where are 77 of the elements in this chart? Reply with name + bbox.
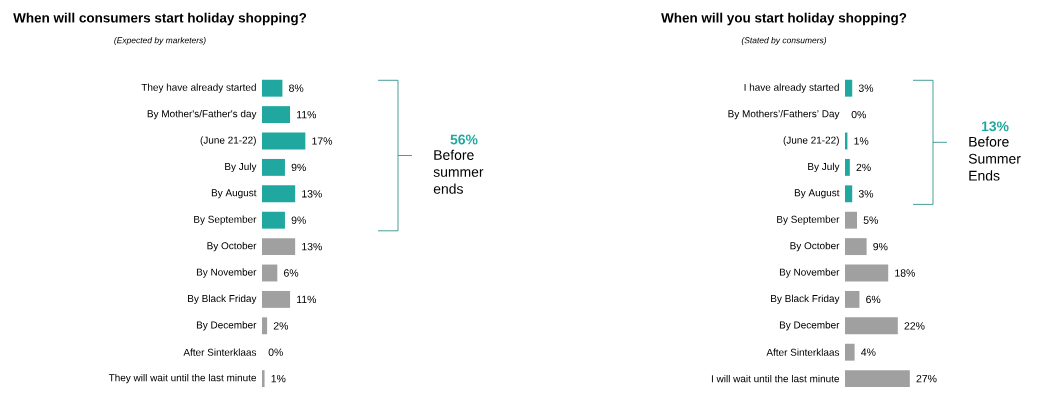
text: Before summer ends xyxy=(433,149,484,194)
y-tick-label: By August xyxy=(211,189,257,199)
bar xyxy=(262,79,283,97)
data-label: 3% xyxy=(858,190,874,198)
data-label: 11% xyxy=(297,110,317,119)
bar xyxy=(845,79,853,97)
y-tick-label: By October xyxy=(207,241,257,252)
y-tick-label: After Sinterklaas xyxy=(766,348,840,356)
y-tick-label: By September xyxy=(777,215,840,225)
y-tick-label: They will wait until the last minute xyxy=(108,373,257,384)
chart-subtitle: (Stated by consumers) xyxy=(741,37,827,45)
bar xyxy=(262,317,268,335)
data-label: 27% xyxy=(916,374,937,383)
y-tick-label: By August xyxy=(794,189,840,199)
bar xyxy=(262,106,291,124)
data-label: 3% xyxy=(858,84,874,92)
data-label: 18% xyxy=(895,269,915,277)
bar xyxy=(845,211,858,229)
data-label: 1% xyxy=(854,137,869,145)
bar xyxy=(845,370,910,388)
y-tick-label: After Sinterklaas xyxy=(183,348,257,356)
data-label: 9% xyxy=(291,163,306,172)
text: (Expected by marketers) xyxy=(114,37,206,45)
bar xyxy=(262,211,285,229)
data-label: 6% xyxy=(284,269,299,277)
data-label: 11% xyxy=(297,295,317,304)
y-tick-label: By Mothers’/Fathers’ Day xyxy=(728,109,840,120)
bar xyxy=(845,158,850,176)
data-label: 6% xyxy=(866,295,881,304)
data-label: 13% xyxy=(302,242,322,251)
data-label: 4% xyxy=(861,348,876,356)
data-label: 0% xyxy=(268,348,283,356)
data-label: 8% xyxy=(289,84,304,92)
bar xyxy=(262,185,296,203)
y-tick-label: By Black Friday xyxy=(771,294,840,305)
y-tick-label: By November xyxy=(779,268,840,278)
y-tick-label: (June 21-22) xyxy=(200,136,256,146)
data-label: 22% xyxy=(904,322,925,330)
text: 56% xyxy=(450,134,478,145)
bar xyxy=(845,238,867,256)
chart-title: When will you start holiday shopping? xyxy=(661,12,907,26)
y-tick-label: I will wait until the last minute xyxy=(711,374,840,383)
data-label: 1% xyxy=(271,374,286,383)
bar xyxy=(262,290,291,308)
y-tick-label: They have already started xyxy=(141,83,256,93)
bar xyxy=(262,370,265,388)
text: 13% xyxy=(981,121,1009,132)
bar xyxy=(262,264,278,282)
y-tick-label: By December xyxy=(779,321,840,331)
y-tick-label: By November xyxy=(196,268,257,278)
bar xyxy=(262,238,296,256)
bar xyxy=(845,185,853,203)
y-tick-label: By Mother's/Father's day xyxy=(147,109,257,120)
y-tick-label: By October xyxy=(790,241,840,252)
data-label: 2% xyxy=(273,322,289,330)
bar xyxy=(845,290,860,308)
y-tick-label: By Black Friday xyxy=(188,294,257,305)
data-label: 9% xyxy=(873,242,888,251)
y-tick-label: (June 21-22) xyxy=(783,136,839,146)
data-label: 2% xyxy=(856,163,871,172)
y-tick-label: By July xyxy=(225,162,257,173)
bar xyxy=(262,132,306,150)
bar xyxy=(845,343,855,361)
chart-title: When will consumers start holiday shopping? xyxy=(13,12,307,26)
bar xyxy=(845,317,898,335)
data-label: 9% xyxy=(291,216,306,224)
bar xyxy=(262,158,285,176)
bar xyxy=(845,264,889,282)
data-label: 17% xyxy=(312,137,333,145)
text: Before Summer Ends xyxy=(968,136,1021,181)
data-label: 0% xyxy=(851,110,866,119)
data-label: 13% xyxy=(302,190,322,198)
y-tick-label: By September xyxy=(194,215,257,225)
data-label: 5% xyxy=(863,216,878,224)
y-tick-label: By July xyxy=(808,162,840,173)
y-tick-label: I have already started xyxy=(744,83,839,93)
y-tick-label: By December xyxy=(196,321,257,331)
